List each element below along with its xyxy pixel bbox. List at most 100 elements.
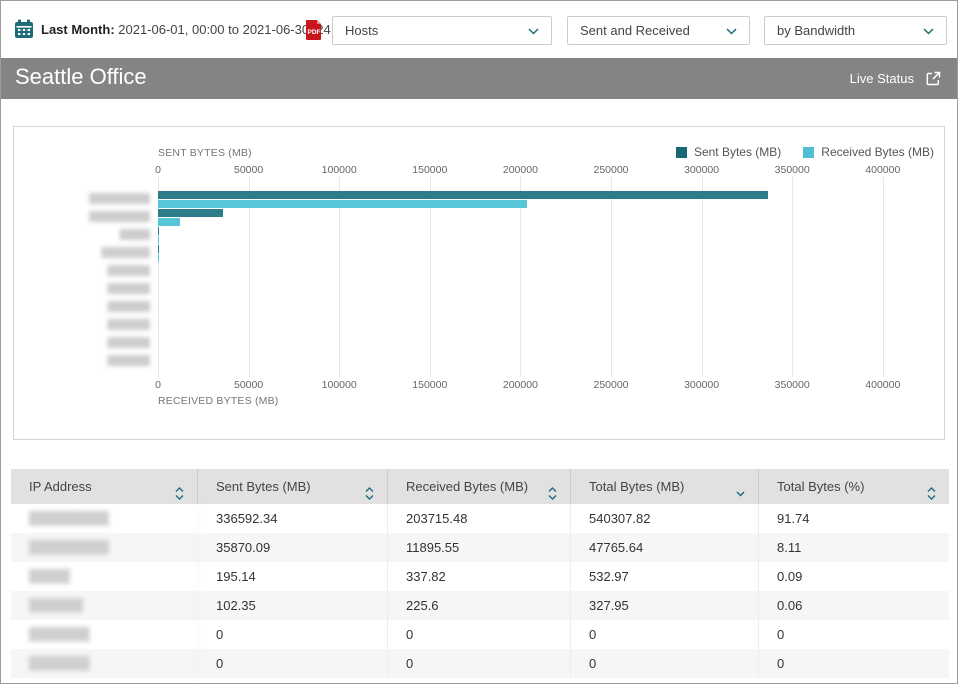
bar-sent: [158, 191, 768, 199]
chart-gridline: [248, 177, 250, 377]
bottom-axis-label: RECEIVED BYTES (MB): [158, 395, 279, 407]
table-header-row: IP Address Sent Bytes (MB) Received Bytes …: [11, 469, 949, 504]
cell-sent: 0: [198, 649, 388, 678]
legend-item[interactable]: Sent Bytes (MB): [675, 145, 782, 159]
chart-panel: Sent Bytes (MB) Received Bytes (MB) SENT …: [13, 126, 945, 440]
table-row[interactable]: ████████████ 336592.34 203715.48 540307.82 9…: [11, 504, 949, 533]
y-axis-category-label: ██████████: [89, 211, 150, 222]
direction-select-value: Sent and Received: [580, 23, 690, 38]
cell-received: 11895.55: [388, 533, 571, 562]
chart-gridline: [792, 177, 794, 377]
cell-total_mb: 0: [571, 649, 759, 678]
sort-icon: [927, 487, 936, 500]
cell-sent: 102.35: [198, 591, 388, 620]
chevron-down-icon: [528, 28, 539, 35]
column-header-received-bytes-mb[interactable]: Received Bytes (MB): [388, 469, 571, 504]
cell-received: 0: [388, 620, 571, 649]
cell-total_pct: 8.11: [777, 540, 802, 555]
live-status-link[interactable]: Live Status: [850, 58, 943, 99]
x-axis-tick-top: 0: [155, 164, 161, 176]
table-row[interactable]: █████████ 0 0 0 0: [11, 649, 949, 678]
y-axis-category-label: ███████: [107, 265, 150, 276]
cell-received: 203715.48: [388, 504, 571, 533]
sort-icon: [175, 487, 184, 500]
metric-select[interactable]: by Bandwidth: [764, 16, 947, 45]
x-axis-tick-bottom: 100000: [321, 379, 357, 391]
chevron-down-icon: [726, 28, 737, 35]
x-axis-tick-bottom: 250000: [593, 379, 629, 391]
chart-gridline: [339, 177, 341, 377]
cell-total_mb: 532.97: [571, 562, 759, 591]
metric-select-value: by Bandwidth: [777, 23, 856, 38]
bar-received: [158, 218, 180, 226]
top-axis-label: SENT BYTES (MB): [158, 147, 252, 159]
direction-select[interactable]: Sent and Received: [567, 16, 750, 45]
x-axis-tick-top: 200000: [502, 164, 538, 176]
table-row[interactable]: ████████ 102.35 225.6 327.95 0.06: [11, 591, 949, 620]
cell-received: 225.6: [388, 591, 571, 620]
chart-gridline: [158, 177, 159, 377]
column-header-label: Total Bytes (%): [777, 479, 865, 494]
cell-sent: 0: [198, 620, 388, 649]
column-header-total-bytes-mb[interactable]: Total Bytes (MB): [571, 469, 759, 504]
cell-ip-address: ████████████: [11, 504, 198, 533]
x-axis-tick-top: 300000: [684, 164, 720, 176]
column-header-label: Received Bytes (MB): [406, 479, 529, 494]
column-header-label: Sent Bytes (MB): [216, 479, 311, 494]
x-axis-tick-top: 100000: [321, 164, 357, 176]
table-row[interactable]: █████████ 0 0 0 0: [11, 620, 949, 649]
cell-total_mb: 47765.64: [571, 533, 759, 562]
table-row[interactable]: ████████████ 35870.09 11895.55 47765.64 8.11: [11, 533, 949, 562]
column-header-label: Total Bytes (MB): [589, 479, 685, 494]
cell-sent: 195.14: [198, 562, 388, 591]
x-axis-tick-bottom: 350000: [774, 379, 810, 391]
cell-total_mb: 327.95: [571, 591, 759, 620]
hosts-table: IP Address Sent Bytes (MB) Received Bytes …: [11, 469, 949, 678]
x-axis-tick-bottom: 200000: [502, 379, 538, 391]
pdf-export-icon[interactable]: PDF: [305, 19, 323, 41]
column-header-total-bytes[interactable]: Total Bytes (%): [759, 469, 949, 504]
sort-icon: [548, 487, 557, 500]
cell-total_mb: 540307.82: [571, 504, 759, 533]
report-select[interactable]: Hosts: [332, 16, 552, 45]
svg-text:PDF: PDF: [308, 29, 321, 36]
cell-total_pct: 0: [777, 656, 785, 671]
legend-label: Received Bytes (MB): [821, 145, 934, 159]
x-axis-tick-bottom: 50000: [233, 379, 264, 391]
column-header-label: IP Address: [29, 479, 92, 494]
date-range-label: Last Month:: [41, 22, 115, 37]
report-select-value: Hosts: [345, 23, 379, 38]
y-axis-category-label: ███████: [107, 283, 150, 294]
y-axis-category-label: ███████: [107, 337, 150, 348]
x-axis-tick-bottom: 150000: [412, 379, 448, 391]
chart-legend: Sent Bytes (MB) Received Bytes (MB): [675, 145, 934, 159]
table-row[interactable]: ██████ 195.14 337.82 532.97 0.09: [11, 562, 949, 591]
page-title: Seattle Office: [15, 64, 147, 89]
x-axis-tick-top: 350000: [774, 164, 810, 176]
date-range-value: 2021-06-01, 00:00 to 2021-06-30, 24:00: [114, 22, 349, 37]
chart-gridline: [701, 177, 703, 377]
chart-gridline: [520, 177, 522, 377]
cell-ip-address: █████████: [11, 620, 198, 649]
sort-icon: [365, 487, 374, 500]
chevron-down-icon: [923, 28, 934, 35]
toolbar: Last Month: 2021-06-01, 00:00 to 2021-06…: [1, 1, 957, 58]
legend-label: Sent Bytes (MB): [693, 145, 782, 159]
cell-total_pct: 0.09: [777, 569, 803, 584]
cell-total_pct: 0: [777, 627, 785, 642]
external-link-icon: [926, 71, 941, 86]
column-header-ip-address[interactable]: IP Address: [11, 469, 198, 504]
table-body: ████████████ 336592.34 203715.48 540307.82 9…: [11, 504, 949, 678]
cell-received: 337.82: [388, 562, 571, 591]
x-axis-tick-top: 50000: [233, 164, 264, 176]
chart-gridline: [611, 177, 612, 377]
column-header-sent-bytes-mb[interactable]: Sent Bytes (MB): [198, 469, 388, 504]
cell-ip-address: █████████: [11, 649, 198, 678]
calendar-icon[interactable]: [13, 18, 35, 40]
cell-ip-address: ██████: [11, 562, 198, 591]
legend-item[interactable]: Received Bytes (MB): [803, 145, 934, 159]
title-bar: Seattle Office Live Status: [1, 58, 957, 99]
bar-received: [158, 200, 528, 208]
bar-sent: [158, 209, 223, 217]
